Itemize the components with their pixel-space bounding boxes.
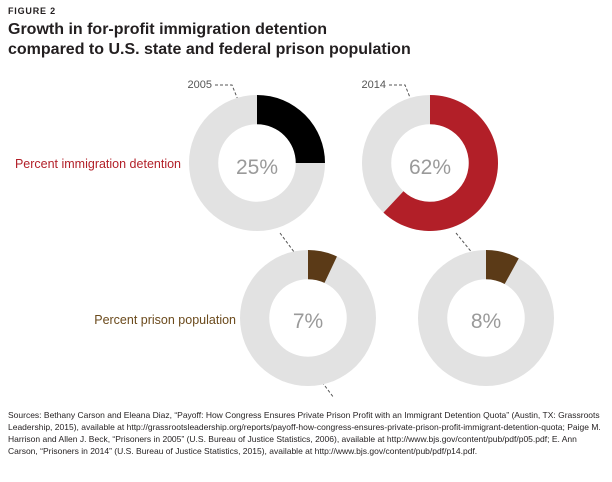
donut-2014-immigration bbox=[361, 94, 499, 232]
figure-label: FIGURE 2 bbox=[8, 6, 56, 16]
chart-title-line-2: compared to U.S. state and federal priso… bbox=[8, 41, 411, 58]
row-label-immigration: Percent immigration detention bbox=[15, 157, 181, 171]
leader-line-2014 bbox=[389, 84, 412, 101]
leader-line-link-right bbox=[455, 232, 479, 261]
chart-title: Growth in for-profit immigration detenti… bbox=[8, 20, 428, 60]
leader-lines bbox=[215, 84, 479, 399]
value-2005-immigration: 25% bbox=[236, 156, 278, 179]
sources-note: Sources: Bethany Carson and Eleana Diaz,… bbox=[8, 410, 601, 456]
value-2014-immigration: 62% bbox=[409, 156, 451, 179]
leader-line-2005 bbox=[215, 84, 239, 101]
value-2014-prison: 8% bbox=[471, 310, 501, 333]
donut-slice-2005-prison bbox=[308, 250, 337, 283]
column-label-2014: 2014 bbox=[362, 79, 386, 91]
donut-2005-prison bbox=[240, 250, 376, 386]
donut-2005-immigration bbox=[188, 94, 326, 232]
row-label-prison: Percent prison population bbox=[94, 313, 236, 327]
donut-track-2005-prison bbox=[240, 250, 376, 386]
column-label-2005: 2005 bbox=[188, 79, 212, 91]
chart-title-line-1: Growth in for-profit immigration detenti… bbox=[8, 21, 328, 38]
leader-line-bottom bbox=[321, 381, 335, 399]
donut-chart-grid: 2005 2014 Percent immigration detention … bbox=[15, 79, 554, 399]
donut-2014-prison bbox=[418, 250, 554, 386]
donut-slice-2014-prison bbox=[486, 250, 519, 285]
leader-line-link-left bbox=[279, 232, 301, 261]
value-2005-prison: 7% bbox=[293, 310, 323, 333]
donut-track-2014-prison bbox=[418, 250, 554, 386]
donut-slice-2005-immigration bbox=[257, 95, 325, 163]
donut-slice-2014-immigration bbox=[383, 95, 498, 232]
